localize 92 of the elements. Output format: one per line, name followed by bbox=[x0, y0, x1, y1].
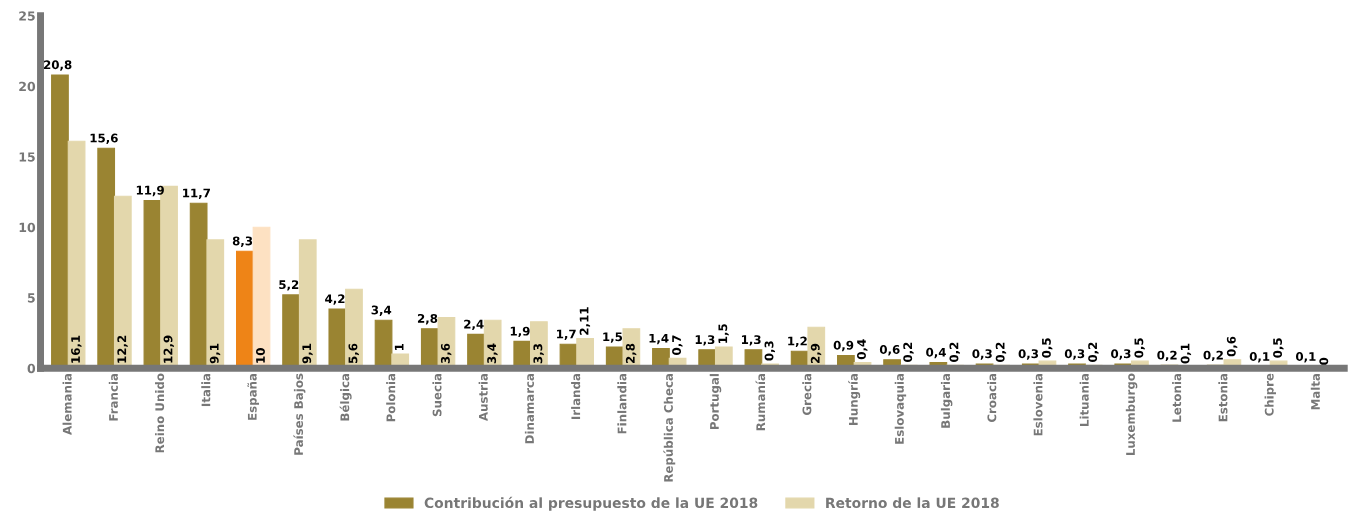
x-tick-label: Italia bbox=[201, 373, 211, 407]
x-tick-label: Dinamarca bbox=[524, 373, 534, 444]
data-label: 0,2 bbox=[1157, 350, 1177, 362]
x-tick-label: Portugal bbox=[709, 374, 722, 430]
data-label: 0,2 bbox=[903, 342, 914, 362]
data-label: 8,3 bbox=[232, 236, 253, 247]
data-label: 9,1 bbox=[302, 343, 313, 364]
x-tick-label: Luxemburgo bbox=[1125, 373, 1138, 456]
data-label: 3,4 bbox=[487, 343, 498, 364]
data-label: 20,8 bbox=[44, 60, 72, 71]
data-label: 2,8 bbox=[625, 343, 637, 364]
x-tick-label: Croacia bbox=[987, 373, 997, 423]
data-label: 2,9 bbox=[810, 343, 822, 364]
x-tick-label: República Checa bbox=[663, 373, 676, 482]
y-tick-label: 20 bbox=[19, 81, 36, 92]
data-label: 0,4 bbox=[857, 339, 868, 360]
data-label: 0,2 bbox=[949, 342, 960, 362]
data-label: 10 bbox=[256, 348, 265, 363]
data-label: 0,4 bbox=[926, 347, 946, 359]
data-label: 3,3 bbox=[533, 344, 544, 364]
data-label: 1,5 bbox=[718, 324, 729, 343]
x-tick-label: Francia bbox=[108, 373, 118, 421]
data-label: 0,3 bbox=[1018, 349, 1039, 360]
x-tick-label: Bélgica bbox=[339, 373, 352, 421]
data-label: 0,2 bbox=[995, 342, 1007, 362]
data-label: 1,3 bbox=[695, 335, 715, 346]
data-label: 0,3 bbox=[1111, 349, 1131, 360]
data-label: 1,4 bbox=[649, 333, 669, 345]
x-tick-label: Irlanda bbox=[571, 373, 581, 420]
x-tick-label: Letonia bbox=[1172, 373, 1182, 422]
y-tick-label: 5 bbox=[27, 293, 35, 303]
data-label: 5,6 bbox=[348, 343, 359, 364]
x-tick-label: Eslovaquia bbox=[894, 373, 907, 444]
y-tick-label: 10 bbox=[19, 222, 36, 233]
x-tick-label: Polonia bbox=[386, 373, 396, 422]
data-label: 0,1 bbox=[1180, 343, 1192, 364]
data-label: 0,3 bbox=[972, 349, 992, 360]
data-label: 0,5 bbox=[1273, 338, 1284, 358]
x-tick-label: Lituania bbox=[1079, 373, 1089, 426]
data-label: 12,2 bbox=[117, 335, 128, 363]
x-tick-label: Eslovenia bbox=[1033, 373, 1043, 436]
y-tick-label: 15 bbox=[19, 152, 35, 162]
data-label: 0 bbox=[1319, 357, 1329, 365]
data-label: 2,11 bbox=[579, 307, 591, 335]
data-label: 3,6 bbox=[440, 343, 452, 364]
data-label: 0,7 bbox=[672, 335, 683, 355]
x-tick-label: Reino Unido bbox=[155, 373, 165, 453]
x-tick-label: Alemania bbox=[62, 373, 72, 435]
data-label: 0,5 bbox=[1134, 338, 1145, 358]
data-label: 0,3 bbox=[1064, 349, 1085, 360]
x-tick-label: Suecia bbox=[432, 373, 442, 417]
data-label: 0,6 bbox=[1226, 336, 1238, 357]
x-tick-label: Austria bbox=[478, 373, 488, 422]
x-tick-label: Finlandia bbox=[617, 373, 627, 434]
x-tick-label: Estonia bbox=[1218, 373, 1228, 422]
data-label: 4,2 bbox=[325, 294, 345, 305]
data-label: 1,9 bbox=[510, 326, 530, 338]
x-tick-label: Rumanía bbox=[755, 373, 766, 431]
data-label: 0,2 bbox=[1203, 350, 1223, 362]
data-label: 1,3 bbox=[741, 335, 761, 346]
data-label: 16,1 bbox=[71, 335, 82, 363]
y-tick-label: 25 bbox=[19, 11, 35, 21]
legend-label: Retorno de la UE 2018 bbox=[826, 497, 999, 509]
data-label: 15,6 bbox=[90, 133, 118, 144]
data-label: 0,1 bbox=[1295, 352, 1316, 363]
data-label: 1,2 bbox=[788, 336, 807, 347]
data-label: 0,6 bbox=[879, 345, 900, 356]
x-tick-label: Países Bajos bbox=[293, 373, 306, 455]
data-label: 2,4 bbox=[464, 319, 484, 331]
data-label: 1,7 bbox=[557, 329, 576, 340]
data-label: 0,9 bbox=[833, 340, 854, 352]
data-label: 1,5 bbox=[603, 332, 623, 343]
data-label: 1 bbox=[394, 343, 404, 350]
data-label: 5,2 bbox=[279, 280, 299, 291]
data-label: 9,1 bbox=[209, 343, 221, 364]
data-label: 2,8 bbox=[417, 313, 438, 325]
x-tick-label: Hungría bbox=[848, 373, 861, 425]
data-label: 0,2 bbox=[1088, 342, 1099, 362]
data-label: 0,5 bbox=[1041, 338, 1053, 358]
x-tick-label: España bbox=[247, 373, 260, 420]
legend-label: Contribución al presupuesto de la UE 2018 bbox=[424, 496, 758, 511]
data-label: 11,9 bbox=[136, 185, 164, 197]
x-tick-label: Bulgaria bbox=[940, 373, 953, 428]
data-label: 3,4 bbox=[371, 305, 392, 316]
x-tick-label: Grecia bbox=[802, 373, 812, 415]
y-tick-label: 0 bbox=[27, 363, 36, 374]
data-label: 12,9 bbox=[163, 335, 174, 363]
x-tick-label: Chipre bbox=[1264, 373, 1276, 416]
x-tick-label: Malta bbox=[1310, 373, 1320, 410]
data-label: 0,1 bbox=[1249, 352, 1270, 363]
data-label: 0,3 bbox=[764, 341, 775, 361]
data-label: 11,7 bbox=[183, 188, 210, 199]
